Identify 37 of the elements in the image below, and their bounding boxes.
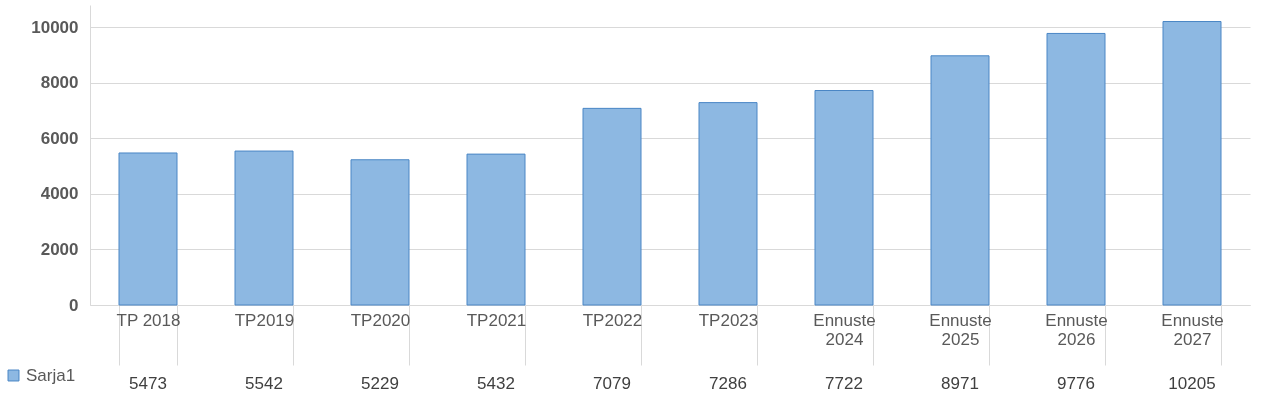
data-label: 7079 xyxy=(593,374,631,393)
x-tick-label: TP2020 xyxy=(350,310,411,330)
x-tick-label: Ennuste 2027 xyxy=(1161,310,1224,349)
y-tick-label: 4000 xyxy=(40,184,79,204)
bar xyxy=(466,153,526,306)
y-tick-label: 8000 xyxy=(40,73,79,93)
data-label: 9776 xyxy=(1057,374,1095,393)
legend-label: Sarja1 xyxy=(26,365,76,385)
bar xyxy=(1162,21,1222,306)
data-label: 7722 xyxy=(825,374,863,393)
bar xyxy=(814,90,874,306)
x-tick-label: TP2023 xyxy=(698,310,759,330)
bar xyxy=(350,159,410,306)
bar xyxy=(930,55,990,306)
data-label: 5542 xyxy=(245,374,283,393)
bar xyxy=(118,152,178,306)
x-tick-label: Ennuste 2026 xyxy=(1045,310,1108,349)
data-label: 5229 xyxy=(361,374,399,393)
x-tick-label: TP2021 xyxy=(466,310,527,330)
bar xyxy=(582,107,642,306)
x-tick-label: Ennuste 2025 xyxy=(929,310,992,349)
bar xyxy=(234,150,294,306)
bar xyxy=(1046,32,1106,306)
bar xyxy=(698,102,758,306)
x-tick-label: TP2022 xyxy=(582,310,643,330)
x-tick-label: TP 2018 xyxy=(116,310,181,330)
data-label: 5473 xyxy=(129,374,167,393)
y-tick-label: 2000 xyxy=(40,239,79,259)
data-label: 7286 xyxy=(709,374,747,393)
data-label: 5432 xyxy=(477,374,515,393)
y-tick-label: 6000 xyxy=(40,128,79,148)
y-tick-label: 0 xyxy=(69,295,79,315)
x-tick-label: TP2019 xyxy=(234,310,295,330)
data-label: 10205 xyxy=(1168,374,1216,393)
x-tick-label: Ennuste 2024 xyxy=(813,310,876,349)
y-tick-label: 10000 xyxy=(31,17,79,37)
data-label: 8971 xyxy=(941,374,979,393)
